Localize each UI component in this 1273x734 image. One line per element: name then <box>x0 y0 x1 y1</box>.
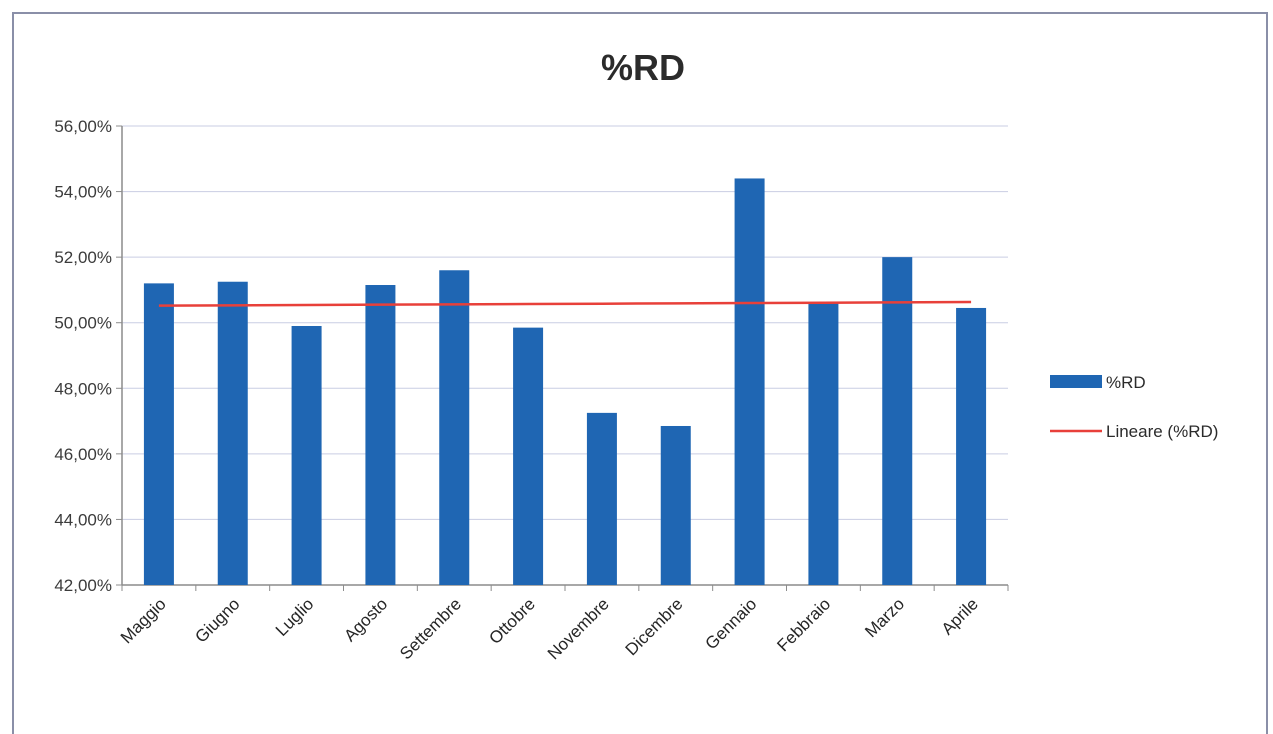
bar <box>365 285 396 585</box>
bar <box>291 325 322 585</box>
bar <box>808 303 839 585</box>
legend-label-bar: %RD <box>1106 373 1146 392</box>
x-tick-label: Aprile <box>938 594 982 638</box>
x-tick-label: Luglio <box>272 594 318 640</box>
y-tick-label: 46,00% <box>54 445 112 464</box>
y-tick-label: 42,00% <box>54 576 112 595</box>
bar <box>513 327 544 585</box>
x-tick-label: Gennaio <box>702 594 761 653</box>
legend-label-line: Lineare (%RD) <box>1106 422 1218 441</box>
trendline <box>158 300 972 307</box>
x-tick-label: Marzo <box>861 594 908 641</box>
legend: %RD Lineare (%RD) <box>1050 373 1218 441</box>
y-tick-label: 56,00% <box>54 117 112 136</box>
y-tick-label: 54,00% <box>54 183 112 202</box>
x-tick-label: Agosto <box>340 594 391 645</box>
bar <box>586 412 617 585</box>
x-tick-label: Maggio <box>117 594 170 647</box>
bar <box>217 281 248 585</box>
bar-series <box>143 178 987 585</box>
y-tick-label: 48,00% <box>54 379 112 398</box>
x-tick-label: Ottobre <box>485 594 539 648</box>
x-tick-label: Febbraio <box>773 594 834 655</box>
bar <box>734 178 765 585</box>
x-tick-label: Novembre <box>544 594 613 663</box>
chart-title: %RD <box>601 47 685 88</box>
x-axis-ticks: Maggio Giugno Luglio Agosto Settembre Ottobre… <box>117 585 1009 663</box>
bar <box>956 307 987 585</box>
bar-chart: %RD 42,00% 44,00% 46,00% 48,00% 50,00% 52,00%… <box>54 47 1218 663</box>
bar <box>660 425 691 585</box>
y-tick-label: 52,00% <box>54 248 112 267</box>
y-axis-ticks: 42,00% 44,00% 46,00% 48,00% 50,00% 52,00% 54,0… <box>54 117 112 595</box>
x-tick-label: Settembre <box>396 594 465 663</box>
bar <box>143 283 174 585</box>
x-tick-label: Giugno <box>191 594 243 646</box>
gridlines <box>116 125 1008 586</box>
y-tick-label: 50,00% <box>54 314 112 333</box>
x-tick-label: Dicembre <box>622 594 687 659</box>
bar <box>882 257 913 585</box>
y-tick-label: 44,00% <box>54 510 112 529</box>
bar <box>439 270 470 585</box>
trendline-series <box>158 300 972 307</box>
legend-swatch-bar <box>1050 375 1102 388</box>
